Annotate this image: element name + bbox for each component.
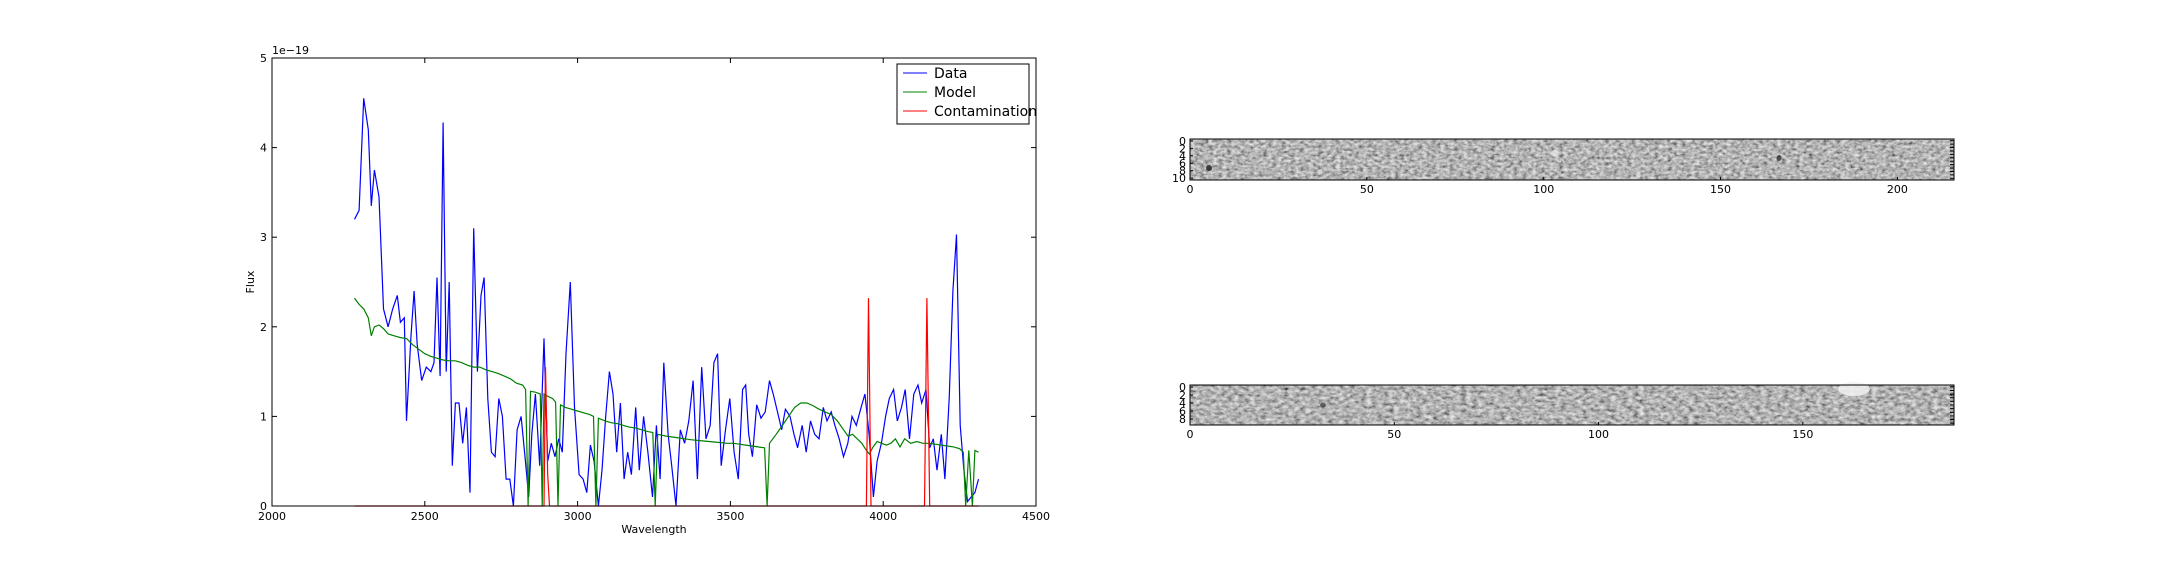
image-y-tick-label: 2 bbox=[1179, 389, 1186, 402]
series-line-model bbox=[354, 297, 979, 507]
legend: Data Model Contamination bbox=[896, 63, 1037, 125]
y-tick-label: 3 bbox=[260, 231, 267, 244]
legend-label-data: Data bbox=[934, 66, 967, 82]
y-offset-text: 1e−19 bbox=[272, 44, 309, 57]
x-tick-label: 4000 bbox=[869, 510, 897, 523]
x-tick-label: 2000 bbox=[258, 510, 286, 523]
image-1-x-ticks: 0 50 100 150 200 bbox=[1187, 140, 1954, 196]
y-tick-label: 2 bbox=[260, 321, 267, 334]
x-tick-label: 3500 bbox=[716, 510, 744, 523]
image-x-tick-label: 100 bbox=[1588, 428, 1609, 441]
image-1-bright-spot bbox=[1551, 150, 1559, 156]
spectrum-plot: 2000 2500 3000 3500 4000 4500 0 1 2 3 4 5 1e−19 Wa… bbox=[244, 44, 1050, 536]
image-y-tick-label: 6 bbox=[1179, 405, 1186, 418]
image-2-dark-spot bbox=[1320, 402, 1326, 408]
image-1-pixels bbox=[1190, 139, 1954, 180]
image-y-tick-label: 0 bbox=[1179, 381, 1186, 394]
image-x-tick-label: 50 bbox=[1360, 183, 1374, 196]
image-y-tick-label: 2 bbox=[1179, 142, 1186, 155]
x-axis-ticks: 2000 2500 3000 3500 4000 4500 bbox=[258, 58, 1050, 523]
y-tick-label: 1 bbox=[260, 410, 267, 423]
image-y-tick-label: 8 bbox=[1179, 165, 1186, 178]
legend-box bbox=[896, 63, 1030, 125]
image-x-tick-label: 50 bbox=[1387, 428, 1401, 441]
y-tick-label: 0 bbox=[260, 500, 267, 513]
x-tick-label: 2500 bbox=[411, 510, 439, 523]
legend-label-contamination: Contamination bbox=[934, 104, 1037, 120]
image-x-tick-label: 150 bbox=[1792, 428, 1813, 441]
image-x-tick-label: 200 bbox=[1887, 183, 1908, 196]
y-tick-label: 5 bbox=[260, 52, 267, 65]
y-axis-ticks: 0 1 2 3 4 5 bbox=[260, 52, 1036, 513]
image-x-tick-label: 0 bbox=[1187, 428, 1194, 441]
image-2-pixels bbox=[1190, 385, 1954, 425]
x-tick-label: 4500 bbox=[1022, 510, 1050, 523]
x-axis-label: Wavelength bbox=[621, 523, 686, 536]
image-y-tick-label: 4 bbox=[1179, 150, 1186, 163]
x-tick-label: 3000 bbox=[564, 510, 592, 523]
image-2-x-ticks: 0 50 100 150 bbox=[1187, 386, 1954, 441]
image-y-tick-label: 6 bbox=[1179, 157, 1186, 170]
y-tick-label: 4 bbox=[260, 142, 267, 155]
image-y-tick-label: 0 bbox=[1179, 135, 1186, 148]
image-y-tick-label: 10 bbox=[1172, 172, 1186, 185]
y-axis-label: Flux bbox=[244, 270, 257, 293]
image-x-tick-label: 150 bbox=[1710, 183, 1731, 196]
series-line-data bbox=[353, 98, 980, 507]
legend-label-model: Model bbox=[934, 85, 976, 101]
image-1-frame bbox=[1189, 138, 1955, 181]
image-x-tick-label: 100 bbox=[1533, 183, 1554, 196]
image-1-dark-spot-2 bbox=[1776, 155, 1782, 161]
image-y-tick-label: 8 bbox=[1179, 413, 1186, 426]
image-y-tick-label: 4 bbox=[1179, 397, 1186, 410]
spectrum-axes-frame bbox=[271, 57, 1037, 507]
image-1-dark-spot bbox=[1206, 165, 1212, 171]
image-2-bright-source bbox=[1838, 382, 1870, 396]
image-x-tick-label: 0 bbox=[1187, 183, 1194, 196]
